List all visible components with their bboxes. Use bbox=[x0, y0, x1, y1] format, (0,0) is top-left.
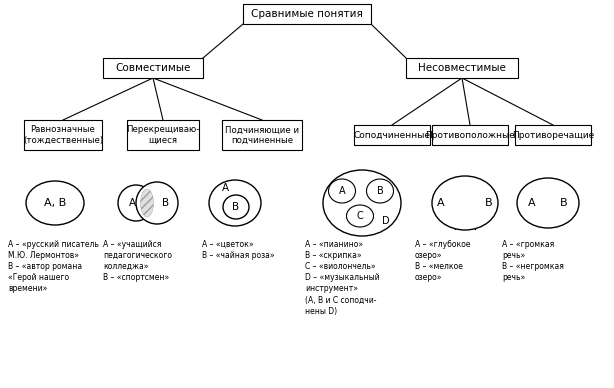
Ellipse shape bbox=[432, 176, 498, 230]
Ellipse shape bbox=[346, 205, 373, 227]
Text: Перекрещиваю-
щиеся: Перекрещиваю- щиеся bbox=[126, 125, 200, 145]
FancyBboxPatch shape bbox=[243, 4, 371, 24]
Ellipse shape bbox=[209, 180, 261, 226]
Ellipse shape bbox=[328, 179, 356, 203]
Ellipse shape bbox=[323, 170, 401, 236]
Text: A: A bbox=[128, 198, 136, 208]
FancyBboxPatch shape bbox=[406, 58, 518, 78]
Text: А – «пианино»
В – «скрипка»
С – «виолончель»
D – «музыкальный
инструмент»
(А, В : А – «пианино» В – «скрипка» С – «виолонч… bbox=[305, 240, 379, 315]
Text: B: B bbox=[376, 186, 383, 196]
Ellipse shape bbox=[517, 178, 579, 228]
FancyBboxPatch shape bbox=[222, 120, 302, 150]
Ellipse shape bbox=[26, 181, 84, 225]
Text: А – «цветок»
В – «чайная роза»: А – «цветок» В – «чайная роза» bbox=[202, 240, 274, 260]
Text: А – «глубокое
озеро»
В – «мелкое
озеро»: А – «глубокое озеро» В – «мелкое озеро» bbox=[415, 240, 470, 282]
Text: A, B: A, B bbox=[44, 198, 66, 208]
Text: B: B bbox=[233, 202, 239, 212]
FancyBboxPatch shape bbox=[432, 125, 508, 145]
Text: Противоположные: Противоположные bbox=[425, 130, 515, 140]
Text: B: B bbox=[163, 198, 169, 208]
Text: Равнозначные
(тождественные): Равнозначные (тождественные) bbox=[23, 125, 103, 145]
Text: Соподчиненные: Соподчиненные bbox=[354, 130, 430, 140]
Text: Несовместимые: Несовместимые bbox=[418, 63, 506, 73]
Text: Совместимые: Совместимые bbox=[115, 63, 191, 73]
Ellipse shape bbox=[141, 189, 154, 217]
FancyBboxPatch shape bbox=[127, 120, 199, 150]
Text: C: C bbox=[357, 211, 363, 221]
Text: Сравнимые понятия: Сравнимые понятия bbox=[251, 9, 363, 19]
FancyBboxPatch shape bbox=[24, 120, 102, 150]
Text: А – «учащийся
педагогического
колледжа»
В – «спортсмен»: А – «учащийся педагогического колледжа» … bbox=[103, 240, 172, 282]
Text: A: A bbox=[437, 198, 445, 208]
Text: B: B bbox=[485, 198, 493, 208]
FancyBboxPatch shape bbox=[103, 58, 203, 78]
Ellipse shape bbox=[118, 185, 154, 221]
Text: A: A bbox=[339, 186, 345, 196]
FancyBboxPatch shape bbox=[515, 125, 591, 145]
Text: Подчиняющие и
подчиненные: Подчиняющие и подчиненные bbox=[225, 125, 299, 145]
Text: А – «громкая
речь»
В – «негромкая
речь»: А – «громкая речь» В – «негромкая речь» bbox=[502, 240, 564, 282]
Text: B: B bbox=[560, 198, 568, 208]
Text: A: A bbox=[222, 183, 228, 193]
Ellipse shape bbox=[367, 179, 394, 203]
Text: D: D bbox=[382, 216, 390, 226]
FancyBboxPatch shape bbox=[354, 125, 430, 145]
Text: А – «русский писатель
М.Ю. Лермонтов»
В – «автор романа
«Герой нашего
времени»: А – «русский писатель М.Ю. Лермонтов» В … bbox=[8, 240, 99, 293]
Ellipse shape bbox=[223, 195, 249, 219]
Text: Противоречащие: Противоречащие bbox=[512, 130, 594, 140]
Ellipse shape bbox=[136, 182, 178, 224]
Text: A: A bbox=[528, 198, 536, 208]
